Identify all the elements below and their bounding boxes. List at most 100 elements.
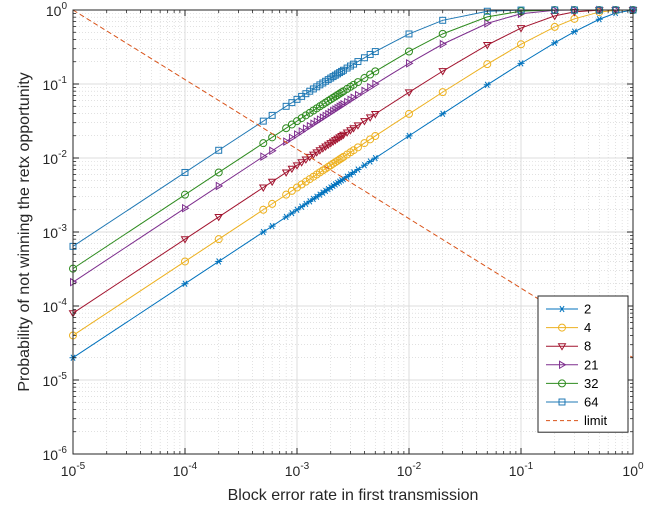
data-point-21 xyxy=(361,86,369,96)
data-point-8 xyxy=(258,184,268,192)
data-point-2 xyxy=(551,39,559,47)
y-tick-labels: 10-6 10-5 10-4 10-3 10-2 10-1 100 xyxy=(43,1,68,463)
data-point-2 xyxy=(371,154,379,162)
data-point-2 xyxy=(517,60,525,67)
data-point-4 xyxy=(550,22,559,31)
asterisk-stroke xyxy=(355,166,361,173)
legend-label-4: 4 xyxy=(584,320,591,335)
data-point-4 xyxy=(181,257,189,266)
data-point-64 xyxy=(268,111,276,119)
asterisk-stroke xyxy=(294,206,300,214)
data-point-8 xyxy=(346,127,355,135)
data-point-21 xyxy=(306,121,315,131)
data-point-21 xyxy=(260,152,268,161)
data-point-21 xyxy=(372,79,380,89)
data-point-2 xyxy=(259,228,267,236)
x-tick-label: 10-3 xyxy=(285,461,310,479)
data-point-4 xyxy=(331,158,340,167)
data-point-4 xyxy=(360,139,369,148)
data-point-64 xyxy=(340,66,347,74)
data-point-64 xyxy=(215,146,223,154)
data-point-4 xyxy=(259,205,268,214)
legend-label-64: 64 xyxy=(584,395,598,410)
data-point-21 xyxy=(288,133,297,143)
data-point-8 xyxy=(337,133,346,141)
data-point-21 xyxy=(354,90,363,100)
data-point-4 xyxy=(301,177,310,186)
asterisk-stroke xyxy=(299,203,305,210)
data-point-21 xyxy=(350,93,359,103)
data-point-32 xyxy=(333,90,342,99)
data-point-2 xyxy=(215,258,223,265)
asterisk-stroke xyxy=(406,132,412,140)
legend-label-2: 2 xyxy=(584,302,591,317)
data-point-2 xyxy=(181,280,189,287)
data-point-2 xyxy=(360,161,368,169)
data-point-32 xyxy=(181,190,189,199)
asterisk-stroke xyxy=(571,28,577,35)
data-point-2 xyxy=(570,28,578,35)
legend-marker-2 xyxy=(558,305,566,313)
data-point-4 xyxy=(329,159,338,168)
data-point-2 xyxy=(293,206,301,214)
data-point-8 xyxy=(301,156,311,164)
data-point-64 xyxy=(405,30,413,38)
data-point-21 xyxy=(283,137,291,146)
legend-label-8: 8 xyxy=(584,339,591,354)
data-point-21 xyxy=(367,82,375,92)
legend-entry-32: 32 xyxy=(546,376,598,391)
data-point-8 xyxy=(353,122,363,130)
legend-entry-limit: limit xyxy=(546,413,607,428)
data-point-2 xyxy=(595,15,603,23)
data-point-21 xyxy=(484,19,492,28)
data-point-8 xyxy=(365,114,375,122)
data-point-32 xyxy=(438,29,447,38)
data-point-21 xyxy=(269,146,277,156)
data-point-64 xyxy=(259,117,267,125)
asterisk-stroke xyxy=(361,161,367,169)
y-tick-label: 10-3 xyxy=(43,223,68,241)
legend-marker-64 xyxy=(558,398,566,406)
data-point-32 xyxy=(335,89,344,98)
y-tick-label: 10-6 xyxy=(43,445,68,463)
data-point-21 xyxy=(439,39,448,49)
y-tick-label: 100 xyxy=(46,1,68,19)
data-point-4 xyxy=(371,131,380,140)
data-point-8 xyxy=(308,151,318,160)
data-point-2 xyxy=(366,158,374,165)
data-point-8 xyxy=(281,169,291,177)
data-point-4 xyxy=(282,190,291,199)
data-point-2 xyxy=(282,213,290,221)
data-point-8 xyxy=(315,147,325,155)
data-point-32 xyxy=(405,47,413,56)
data-point-32 xyxy=(360,74,369,83)
asterisk-stroke xyxy=(182,280,188,287)
data-point-8 xyxy=(482,42,492,50)
data-point-8 xyxy=(570,8,579,17)
y-tick-label: 10-4 xyxy=(43,297,68,315)
legend-entry-4: 4 xyxy=(546,320,591,335)
data-point-64 xyxy=(354,58,362,66)
data-point-8 xyxy=(339,131,348,140)
asterisk-stroke xyxy=(440,110,446,118)
legend: 2 4 8 21 32 64 limit xyxy=(537,295,629,433)
data-point-2 xyxy=(354,166,362,173)
data-point-4 xyxy=(349,146,358,155)
legend-entry-8: 8 xyxy=(546,339,591,354)
asterisk-stroke xyxy=(367,158,373,165)
asterisk-stroke xyxy=(372,154,378,162)
data-point-21 xyxy=(294,130,302,139)
data-point-8 xyxy=(360,118,369,126)
data-point-32 xyxy=(259,139,268,148)
asterisk-stroke xyxy=(289,209,295,217)
y-tick-label: 10-1 xyxy=(43,75,68,93)
data-point-64 xyxy=(336,69,344,77)
data-point-2 xyxy=(405,132,413,140)
data-point-8 xyxy=(333,135,342,144)
x-tick-label: 100 xyxy=(622,461,644,479)
asterisk-stroke xyxy=(484,81,490,89)
data-point-8 xyxy=(180,236,190,244)
asterisk-stroke xyxy=(596,15,602,23)
asterisk-stroke xyxy=(216,258,222,265)
data-point-4 xyxy=(297,180,306,189)
